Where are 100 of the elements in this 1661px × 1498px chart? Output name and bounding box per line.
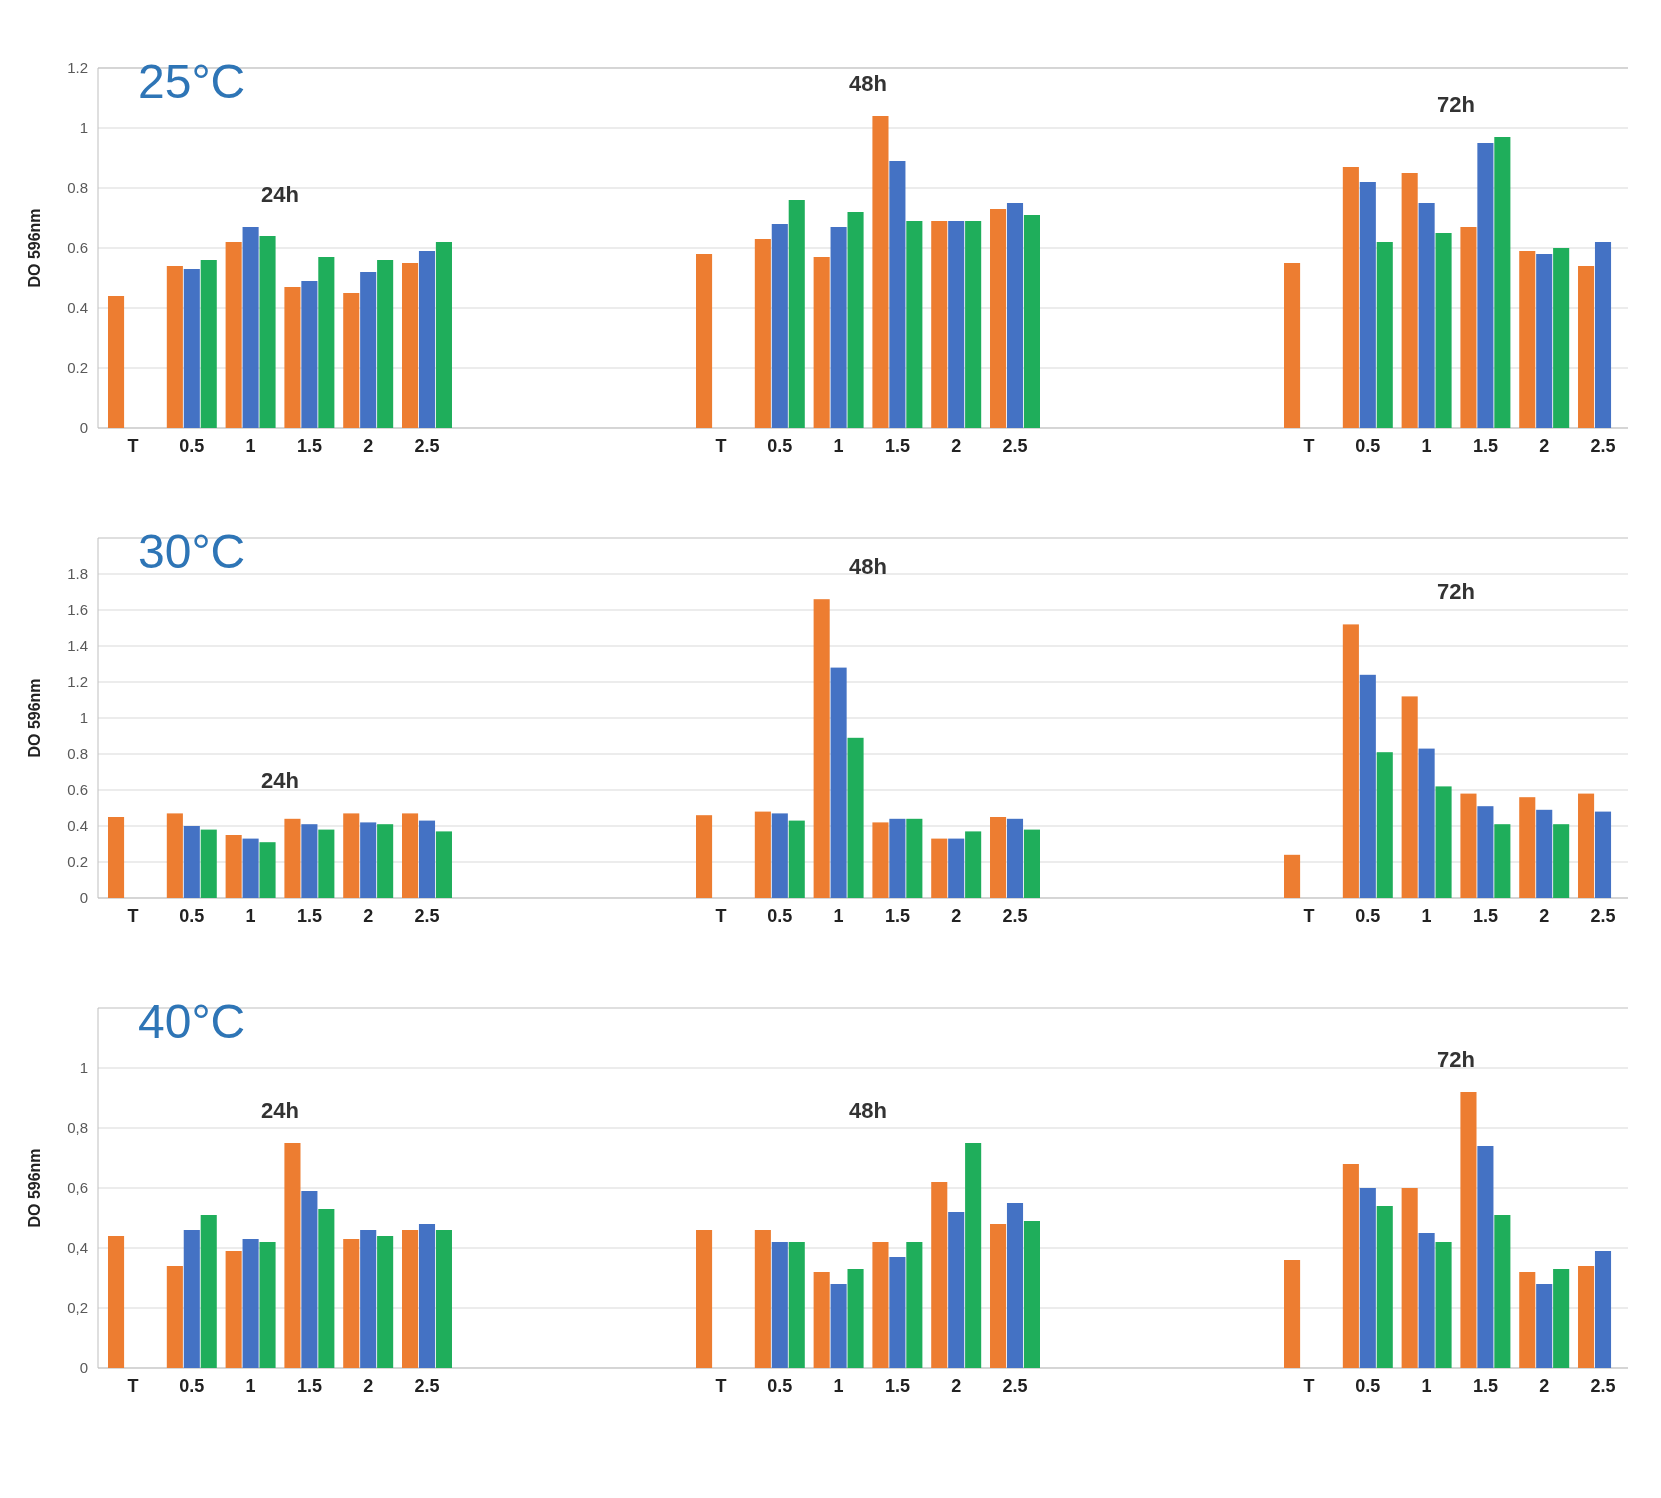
x-tick-label: 2 bbox=[363, 1376, 374, 1396]
x-tick-label: T bbox=[127, 906, 139, 926]
bar bbox=[847, 212, 864, 428]
x-tick-label: T bbox=[715, 436, 727, 456]
bar bbox=[1578, 1266, 1595, 1368]
bar bbox=[242, 838, 259, 898]
x-tick-label: 1.5 bbox=[1472, 906, 1498, 926]
annotation: 72h bbox=[1437, 1047, 1475, 1072]
bar bbox=[813, 1272, 830, 1368]
x-tick-label: 1 bbox=[1421, 1376, 1432, 1396]
bar bbox=[1553, 824, 1570, 898]
bar bbox=[318, 257, 335, 428]
bar bbox=[889, 818, 906, 898]
bar bbox=[948, 838, 965, 898]
x-tick-label: 1 bbox=[1421, 436, 1432, 456]
bar bbox=[200, 260, 217, 428]
bar bbox=[435, 242, 452, 428]
bar bbox=[771, 1242, 788, 1368]
bar bbox=[166, 813, 183, 898]
bar bbox=[360, 822, 377, 898]
x-tick-label: 2 bbox=[363, 906, 374, 926]
bar bbox=[343, 1239, 360, 1368]
x-tick-label: 2 bbox=[1539, 906, 1550, 926]
bar bbox=[435, 831, 452, 898]
x-tick-label: 2 bbox=[1539, 436, 1550, 456]
bar bbox=[1578, 266, 1595, 428]
bar bbox=[1553, 1269, 1570, 1368]
bar bbox=[343, 813, 360, 898]
chart-title: 40°C bbox=[138, 995, 246, 1048]
x-tick-label: 2.5 bbox=[1002, 1376, 1028, 1396]
bar bbox=[108, 1236, 125, 1368]
bar bbox=[318, 1209, 335, 1368]
bar bbox=[889, 1257, 906, 1368]
x-tick-label: 1 bbox=[1421, 906, 1432, 926]
bar bbox=[965, 1143, 982, 1368]
bar bbox=[788, 1242, 805, 1368]
bar bbox=[360, 272, 377, 428]
bar bbox=[990, 209, 1007, 428]
bar bbox=[1023, 1221, 1040, 1368]
x-tick-label: T bbox=[127, 436, 139, 456]
x-tick-label: 2.5 bbox=[414, 436, 440, 456]
bar bbox=[931, 838, 948, 898]
x-tick-label: 0.5 bbox=[179, 906, 205, 926]
x-tick-label: 0.5 bbox=[1355, 436, 1381, 456]
y-tick-label: 1 bbox=[79, 709, 88, 727]
bar bbox=[1536, 809, 1553, 898]
bar bbox=[788, 820, 805, 898]
x-tick-label: 0.5 bbox=[767, 906, 793, 926]
bar bbox=[1477, 1146, 1494, 1368]
bar bbox=[1594, 242, 1612, 428]
y-tick-label: 0.4 bbox=[67, 299, 88, 317]
bar bbox=[108, 817, 125, 898]
bar bbox=[771, 224, 788, 428]
bar bbox=[1418, 203, 1435, 428]
annotation: 24h bbox=[261, 768, 299, 794]
bar bbox=[872, 822, 889, 898]
bar bbox=[1494, 1215, 1511, 1368]
annotation: 72h bbox=[1437, 92, 1475, 117]
x-tick-label: 0.5 bbox=[179, 436, 205, 456]
bar bbox=[318, 829, 335, 898]
x-tick-label: T bbox=[715, 1376, 727, 1396]
bar bbox=[696, 815, 713, 898]
bar bbox=[1006, 203, 1024, 428]
x-tick-label: 1 bbox=[245, 906, 256, 926]
bar bbox=[301, 824, 318, 898]
x-tick-label: 2.5 bbox=[1590, 1376, 1616, 1396]
y-tick-label: 1 bbox=[79, 119, 88, 137]
chart-title: 25°C bbox=[138, 55, 246, 108]
bar bbox=[1536, 254, 1553, 428]
y-tick-label: 0 bbox=[79, 1359, 88, 1377]
x-tick-label: 1 bbox=[833, 436, 844, 456]
bar bbox=[108, 296, 125, 428]
bar bbox=[1359, 674, 1376, 898]
x-tick-label: 2.5 bbox=[414, 906, 440, 926]
bar bbox=[1376, 1206, 1393, 1368]
bar bbox=[906, 1242, 923, 1368]
bar bbox=[872, 116, 889, 428]
x-tick-label: 0.5 bbox=[179, 1376, 205, 1396]
x-tick-label: 2.5 bbox=[1002, 906, 1028, 926]
bar bbox=[872, 1242, 889, 1368]
bar bbox=[931, 221, 948, 428]
bar bbox=[225, 1251, 242, 1368]
bar bbox=[948, 1212, 965, 1368]
bar bbox=[377, 1236, 394, 1368]
bar bbox=[183, 826, 200, 898]
y-tick-label: 0,2 bbox=[67, 1299, 88, 1317]
bar bbox=[259, 236, 276, 428]
bar bbox=[402, 263, 419, 428]
x-tick-label: 1.5 bbox=[884, 436, 910, 456]
y-tick-label: 0.6 bbox=[67, 239, 88, 257]
bar bbox=[990, 817, 1007, 898]
y-tick-label: 1.8 bbox=[67, 565, 88, 583]
bar bbox=[1006, 818, 1024, 898]
bar bbox=[1418, 1233, 1435, 1368]
bar bbox=[1553, 248, 1570, 428]
bar bbox=[1519, 251, 1536, 428]
x-tick-label: 0.5 bbox=[767, 1376, 793, 1396]
bar bbox=[1435, 1242, 1452, 1368]
bar bbox=[200, 829, 217, 898]
bar bbox=[906, 818, 923, 898]
